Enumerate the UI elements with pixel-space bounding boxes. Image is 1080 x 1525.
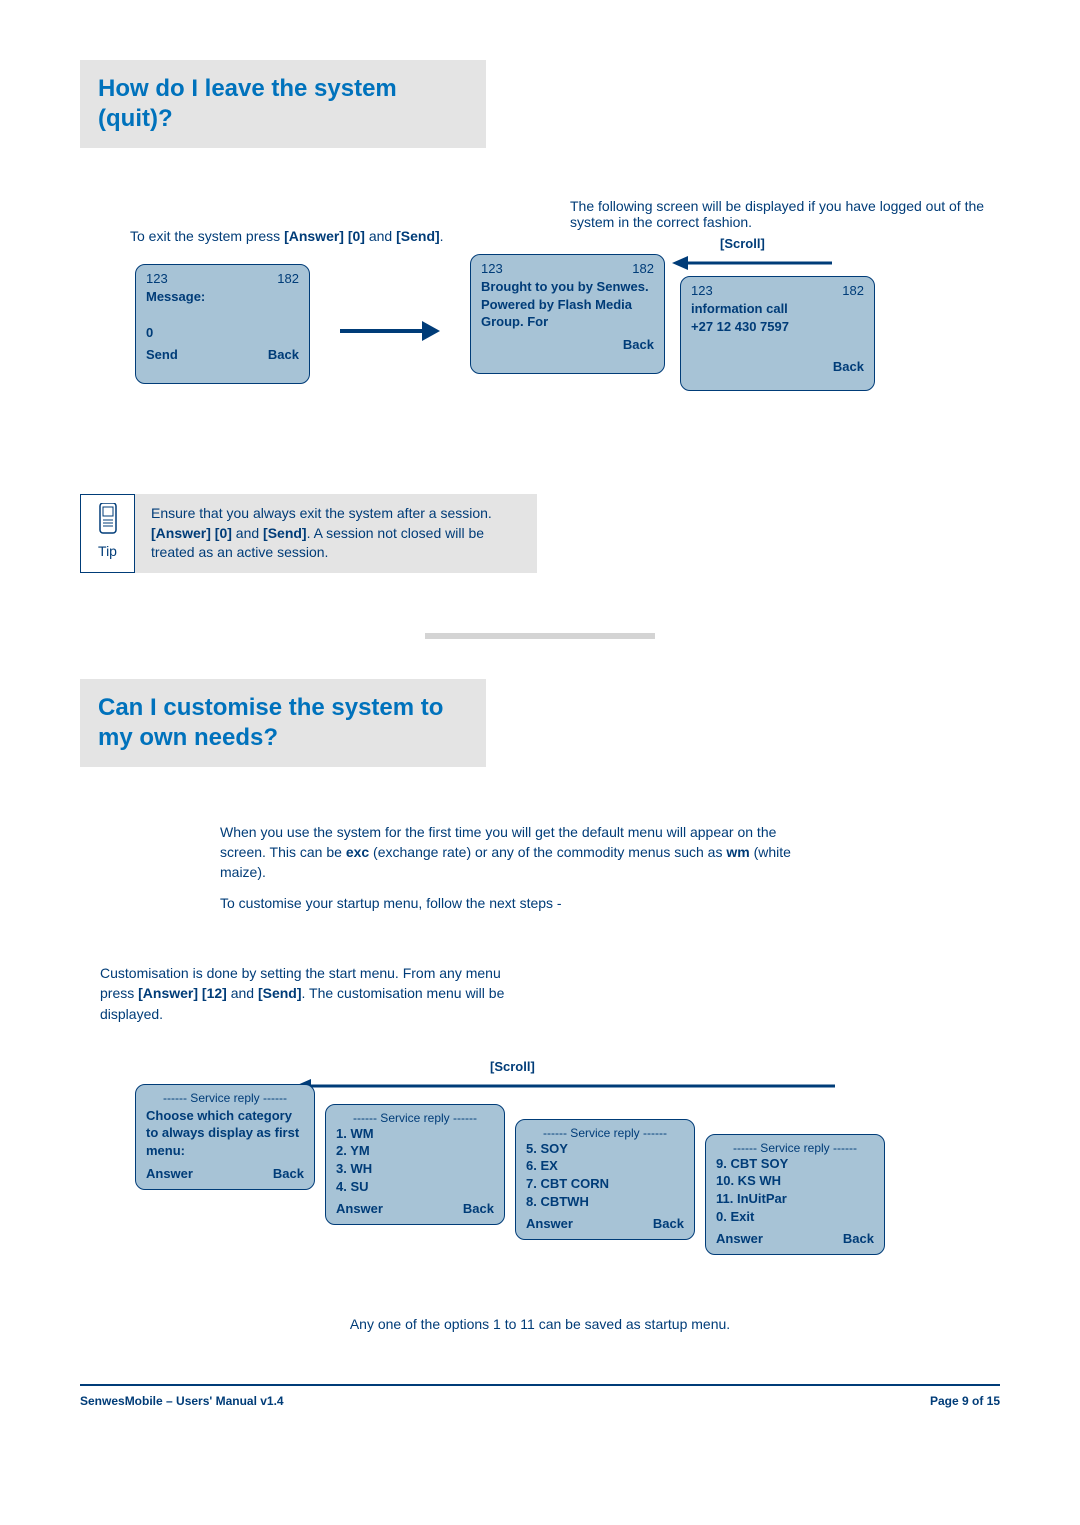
arrow-left-icon (672, 254, 832, 275)
phone-icon (96, 503, 120, 537)
t: [Answer] [12] (138, 985, 227, 1001)
n: 182 (277, 271, 299, 286)
phones-area-1: 123 182 Message: 0 Send Back 123 182 Brought… (80, 254, 1000, 444)
t: Choose which category to always display … (136, 1105, 314, 1160)
menu-item: 2. YM (336, 1142, 494, 1160)
intro-left: To exit the system press [Answer] [0] an… (80, 198, 460, 244)
back-label: Back (268, 347, 299, 362)
menu-item: 11. InUitPar (716, 1190, 874, 1208)
send-label: Send (146, 347, 178, 362)
menu-item: 1. WM (336, 1125, 494, 1143)
menu-item: 0. Exit (716, 1208, 874, 1226)
t: Ensure that you always exit the system a… (151, 505, 492, 521)
tip-box: Tip (80, 494, 135, 573)
back-label: Back (273, 1166, 304, 1181)
phone-screen-1: 123 182 Message: 0 Send Back (135, 264, 310, 384)
t: +27 12 430 7597 (691, 318, 864, 336)
service-reply-header: ------ Service reply ------ (136, 1085, 314, 1105)
t: . (440, 228, 444, 244)
phone-screen-b: ------ Service reply ------ 1. WM 2. YM … (325, 1104, 505, 1225)
page-footer: SenwesMobile – Users' Manual v1.4 Page 9… (80, 1384, 1000, 1408)
answer-label: Answer (336, 1201, 383, 1216)
scroll-label: [Scroll] (720, 236, 765, 251)
para: When you use the system for the first ti… (220, 822, 810, 883)
n: 123 (691, 283, 713, 298)
t: [Send] (396, 228, 440, 244)
footer-right: Page 9 of 15 (930, 1394, 1000, 1408)
answer-label: Answer (146, 1166, 193, 1181)
t: [Answer] [0] (151, 525, 232, 541)
back-label: Back (833, 359, 864, 374)
phones-area-2: [Scroll] ------ Service reply ------ Cho… (80, 1064, 1000, 1294)
t: and (365, 228, 396, 244)
tip-label: Tip (83, 543, 132, 559)
menu-item: 6. EX (526, 1157, 684, 1175)
menu-item: 4. SU (336, 1178, 494, 1196)
t: (exchange rate) or any of the commodity … (369, 844, 726, 860)
phone-screen-3: 123 182 information call+27 12 430 7597 B… (680, 276, 875, 391)
phone-screen-c: ------ Service reply ------ 5. SOY 6. EX… (515, 1119, 695, 1240)
n: 123 (481, 261, 503, 276)
section-title-1: How do I leave the system (quit)? (80, 60, 486, 148)
phone-screen-a: ------ Service reply ------ Choose which… (135, 1084, 315, 1190)
para: To customise your startup menu, follow t… (220, 893, 810, 913)
menu-item: 9. CBT SOY (716, 1155, 874, 1173)
service-reply-header: ------ Service reply ------ (326, 1105, 504, 1125)
t: Brought to you by Senwes. Powered by Fla… (471, 278, 664, 331)
menu-item: 8. CBTWH (526, 1193, 684, 1211)
back-label: Back (463, 1201, 494, 1216)
divider (425, 633, 655, 639)
scroll-label: [Scroll] (490, 1059, 535, 1074)
menu-item: 3. WH (336, 1160, 494, 1178)
t: and (232, 525, 263, 541)
menu-item: 5. SOY (526, 1140, 684, 1158)
section-title-2: Can I customise the system to my own nee… (80, 679, 486, 767)
menu-item: 7. CBT CORN (526, 1175, 684, 1193)
t: wm (726, 844, 749, 860)
n: 123 (146, 271, 168, 286)
para: Customisation is done by setting the sta… (100, 963, 520, 1024)
service-reply-header: ------ Service reply ------ (706, 1135, 884, 1155)
tip-text: Ensure that you always exit the system a… (135, 494, 537, 573)
menu-item: 10. KS WH (716, 1172, 874, 1190)
t: [Answer] [0] (284, 228, 365, 244)
n: 182 (842, 283, 864, 298)
t: To exit the system press (130, 228, 284, 244)
t: Message: (146, 288, 299, 306)
arrow-right-icon (340, 316, 440, 349)
t: 0 (146, 324, 299, 342)
t: information call (691, 300, 864, 318)
back-label: Back (843, 1231, 874, 1246)
t: and (227, 985, 258, 1001)
n: 182 (632, 261, 654, 276)
back-label: Back (653, 1216, 684, 1231)
t: [Send] (258, 985, 302, 1001)
answer-label: Answer (716, 1231, 763, 1246)
back-label: Back (623, 337, 654, 352)
phone-screen-d: ------ Service reply ------ 9. CBT SOY 1… (705, 1134, 885, 1255)
arrow-left-icon (295, 1077, 835, 1098)
service-reply-header: ------ Service reply ------ (516, 1120, 694, 1140)
footnote: Any one of the options 1 to 11 can be sa… (80, 1314, 1000, 1334)
answer-label: Answer (526, 1216, 573, 1231)
t: exc (346, 844, 369, 860)
t: [Send] (263, 525, 307, 541)
footer-left: SenwesMobile – Users' Manual v1.4 (80, 1394, 284, 1408)
phone-screen-2: 123 182 Brought to you by Senwes. Powered… (470, 254, 665, 374)
